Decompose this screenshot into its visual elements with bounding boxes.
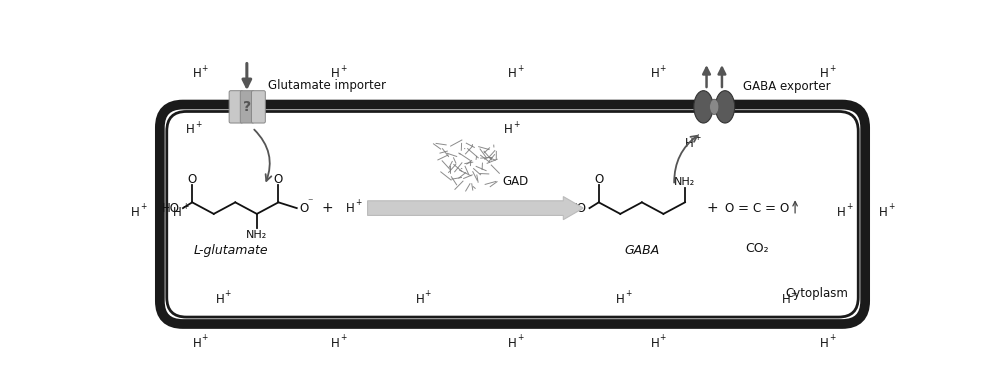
Text: H: H [331,337,340,350]
Text: O: O [594,173,603,186]
Text: +: + [201,333,208,342]
Text: H: H [192,67,201,80]
Text: +: + [659,333,666,342]
Text: H: H [508,67,517,80]
FancyBboxPatch shape [229,91,243,123]
Text: +: + [355,198,362,207]
Text: H: H [651,337,659,350]
Text: H: H [781,293,790,306]
Text: NH₂: NH₂ [674,177,696,186]
FancyArrow shape [368,197,583,220]
FancyBboxPatch shape [240,91,254,123]
Text: H: H [685,136,694,149]
Text: H: H [820,337,829,350]
Text: +: + [790,289,797,298]
Text: +: + [829,333,835,342]
Text: +: + [224,289,231,298]
Text: GABA: GABA [624,244,659,257]
Text: ?: ? [243,100,251,114]
Ellipse shape [694,91,713,123]
Text: H: H [616,293,625,306]
FancyArrowPatch shape [674,136,697,183]
Text: L-glutamate: L-glutamate [194,244,269,257]
Text: O: O [188,173,197,186]
Text: O: O [274,173,283,186]
Text: O: O [780,202,789,214]
Text: +: + [340,64,346,73]
Text: H: H [192,337,201,350]
Text: +: + [706,201,718,215]
Text: H: H [346,202,355,214]
Text: H: H [131,206,140,219]
FancyArrowPatch shape [254,129,271,181]
Text: +: + [625,289,631,298]
Text: NH₂: NH₂ [246,230,267,241]
Ellipse shape [710,99,719,115]
Text: HO: HO [568,202,586,214]
Text: GAD: GAD [502,175,529,188]
FancyBboxPatch shape [251,91,265,123]
Text: +: + [513,120,520,129]
Text: +: + [425,289,431,298]
Text: =: = [765,202,776,214]
Text: H: H [216,293,224,306]
Text: +: + [340,333,346,342]
Text: ⁻: ⁻ [307,197,313,207]
Text: H: H [416,293,424,306]
Text: +: + [322,201,333,215]
Text: H: H [331,67,340,80]
Text: H: H [879,206,888,219]
Text: =: = [737,202,748,214]
Text: HO: HO [162,202,180,214]
Text: +: + [201,64,208,73]
Text: +: + [140,202,146,211]
Text: +: + [846,202,852,211]
Text: Glutamate importer: Glutamate importer [268,79,386,92]
Text: H: H [186,124,195,136]
Text: +: + [517,333,523,342]
Text: H: H [820,67,829,80]
Text: +: + [659,64,666,73]
Text: +: + [888,202,895,211]
Text: +: + [182,202,188,211]
Ellipse shape [715,91,735,123]
Text: Cytoplasm: Cytoplasm [785,287,848,300]
Text: +: + [829,64,835,73]
Text: CO₂: CO₂ [745,242,768,255]
Text: H: H [651,67,659,80]
Text: +: + [517,64,523,73]
Text: O: O [724,202,733,214]
Text: H: H [508,337,517,350]
Text: H: H [504,124,513,136]
Text: GABA exporter: GABA exporter [743,80,830,92]
FancyBboxPatch shape [160,105,865,324]
Text: +: + [195,120,202,129]
Text: +: + [694,133,700,142]
Text: O: O [300,202,309,214]
Text: H: H [837,206,846,219]
Text: C: C [752,202,761,214]
Text: H: H [173,206,182,219]
